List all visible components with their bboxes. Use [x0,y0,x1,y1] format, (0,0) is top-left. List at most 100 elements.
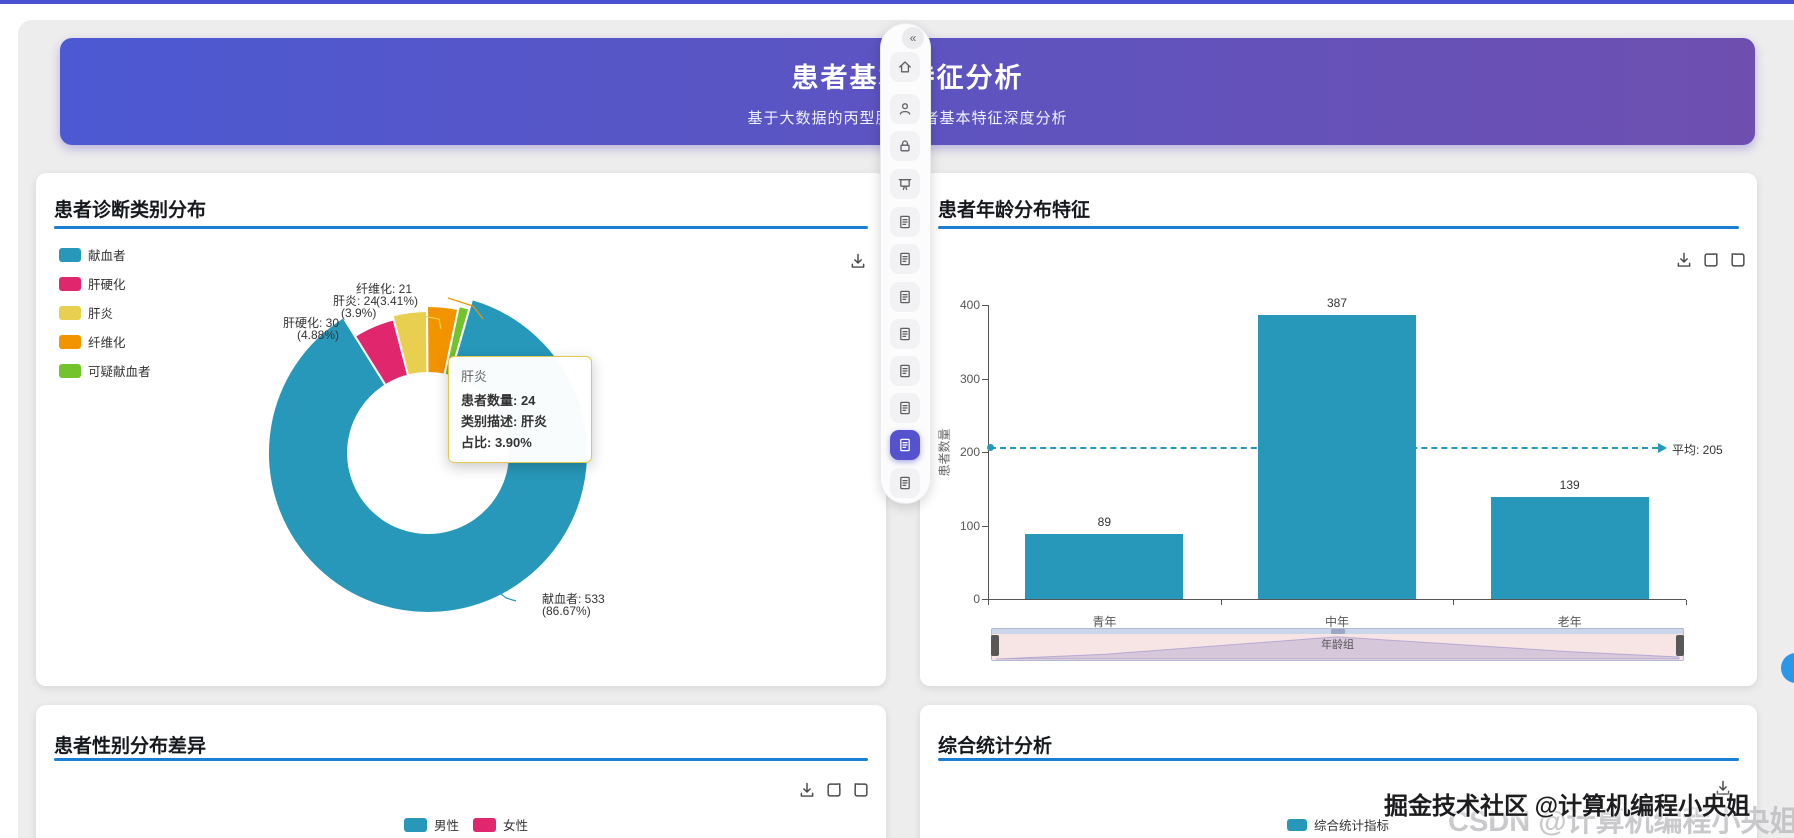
document-icon [900,252,910,266]
card-age-underline [938,226,1739,229]
rail-button-10-document-icon[interactable] [890,430,920,460]
rail-button-7-document-icon[interactable] [890,319,920,349]
pie-leader-line [447,297,484,320]
top-accent-line [0,0,1794,4]
collapse-rail-button[interactable]: « [902,27,924,49]
pie-callout-fibrosis-value: 纤维化: 21 [356,282,413,296]
document-icon [900,215,910,229]
bar-老年[interactable] [1491,497,1649,599]
download-icon[interactable] [1714,779,1732,797]
user-icon [899,103,911,115]
box-arrow2-icon[interactable] [1729,251,1747,269]
legend-item-肝硬化[interactable]: 肝硬化 [59,274,151,293]
download-icon[interactable] [849,252,867,270]
legend-label: 综合统计指标 [1314,819,1390,833]
lock-icon [900,140,910,152]
legend-item-可疑献血者[interactable]: 可疑献血者 [59,361,151,380]
legend-label: 肝硬化 [88,278,126,292]
download-icon[interactable] [798,781,816,799]
tooltip-title: 肝炎 [461,369,488,384]
legend-item-肝炎[interactable]: 肝炎 [59,303,151,322]
card-diagnosis-toolbox [849,252,867,270]
pie-callout-hepatitis-pct: (3.9%) [341,306,377,320]
card-gender-underline [54,758,868,761]
card-gender: 患者性别分布差异 男性 女性 [36,705,886,838]
datazoom-grip[interactable] [1330,629,1345,634]
document-icon [900,401,910,415]
rail-button-4-document-icon[interactable] [890,207,920,237]
card-summary-title: 综合统计分析 [938,736,1053,757]
card-age-toolbox [1675,251,1747,269]
download-icon[interactable] [1675,251,1693,269]
datazoom-axis-name: 年龄组 [1321,639,1354,651]
pie-leader-line [373,333,397,349]
document-icon [900,476,910,490]
rail-button-5-document-icon[interactable] [890,244,920,274]
watermark-juejin: 掘金技术社区 @计算机编程小央姐 [1384,793,1751,820]
gender-legend: 男性 女性 [404,815,528,834]
legend-item-综合统计指标[interactable]: 综合统计指标 [1287,815,1389,834]
datazoom-left-handle[interactable] [991,635,999,656]
card-gender-title: 患者性别分布差异 [54,736,207,757]
legend-swatch [404,817,427,832]
legend-label: 献血者 [88,249,126,263]
datazoom-selected-range [992,634,1683,660]
watermark-csdn: CSDN @计算机编程小央姐 [1448,806,1794,838]
presentation-icon [898,178,912,191]
rail-button-6-document-icon[interactable] [890,282,920,312]
rail-button-11-document-icon[interactable] [890,468,920,498]
pie-leader-line [478,575,517,602]
rail-button-1-user-icon[interactable] [890,94,920,124]
bar-青年[interactable] [1025,534,1183,599]
card-summary-toolbox [1714,779,1732,797]
floating-action-button[interactable] [1781,653,1794,683]
pie-tooltip: 肝炎 患者数量: 24 类别描述: 肝炎 占比: 3.90% [448,356,592,463]
legend-item-纤维化[interactable]: 纤维化 [59,332,151,351]
tooltip-row-pct: 占比: 3.90% [461,435,532,450]
legend-item-献血者[interactable]: 献血者 [59,245,151,264]
tooltip-row-desc: 类别描述: 肝炎 [461,414,547,429]
card-summary: 综合统计分析 综合统计指标 [920,705,1757,838]
floating-tool-rail: « [880,23,931,504]
datazoom-data-shadow [995,636,1680,660]
legend-swatch [59,363,81,378]
rail-button-8-document-icon[interactable] [890,356,920,386]
rail-button-0-home-icon[interactable] [890,52,920,82]
pie-callout-cirrhosis-value: 肝硬化: 30 [283,316,340,330]
legend-swatch [59,247,81,262]
pie-callout-donor-pct: (86.67%) [542,604,591,618]
document-icon [900,364,910,378]
pie-legend: 献血者肝硬化肝炎纤维化可疑献血者 [59,245,151,380]
bar-中年[interactable] [1258,315,1416,599]
legend-item-女性[interactable]: 女性 [473,815,528,834]
box-arrow-icon[interactable] [825,781,843,799]
datazoom-right-handle[interactable] [1676,635,1684,656]
card-summary-underline [938,758,1739,761]
pie-callout-cirrhosis-pct: (4.88%) [297,328,340,342]
card-diagnosis-underline [54,226,868,229]
card-gender-toolbox [798,781,870,799]
legend-swatch [59,334,81,349]
box-arrow2-icon[interactable] [852,781,870,799]
card-age-title: 患者年龄分布特征 [938,200,1091,221]
pie-callout-hepatitis-value: 肝炎: 24 [333,294,378,308]
legend-label: 女性 [503,819,529,833]
document-icon [900,438,910,452]
legend-label: 可疑献血者 [88,365,151,379]
datazoom-slider[interactable]: 年龄组 [991,628,1684,661]
tooltip-row-count: 患者数量: 24 [461,393,536,408]
rail-button-9-document-icon[interactable] [890,393,920,423]
box-arrow-icon[interactable] [1702,251,1720,269]
document-icon [900,290,910,304]
card-diagnosis-title: 患者诊断类别分布 [54,200,207,221]
summary-legend: 综合统计指标 [1287,815,1389,834]
legend-swatch [473,817,497,832]
legend-label: 肝炎 [88,307,114,321]
legend-item-男性[interactable]: 男性 [404,815,459,834]
rail-button-2-lock-icon[interactable] [890,131,920,161]
rail-button-3-presentation-icon[interactable] [890,169,920,199]
legend-label: 纤维化 [88,336,126,350]
pie-leader-line [411,313,442,330]
